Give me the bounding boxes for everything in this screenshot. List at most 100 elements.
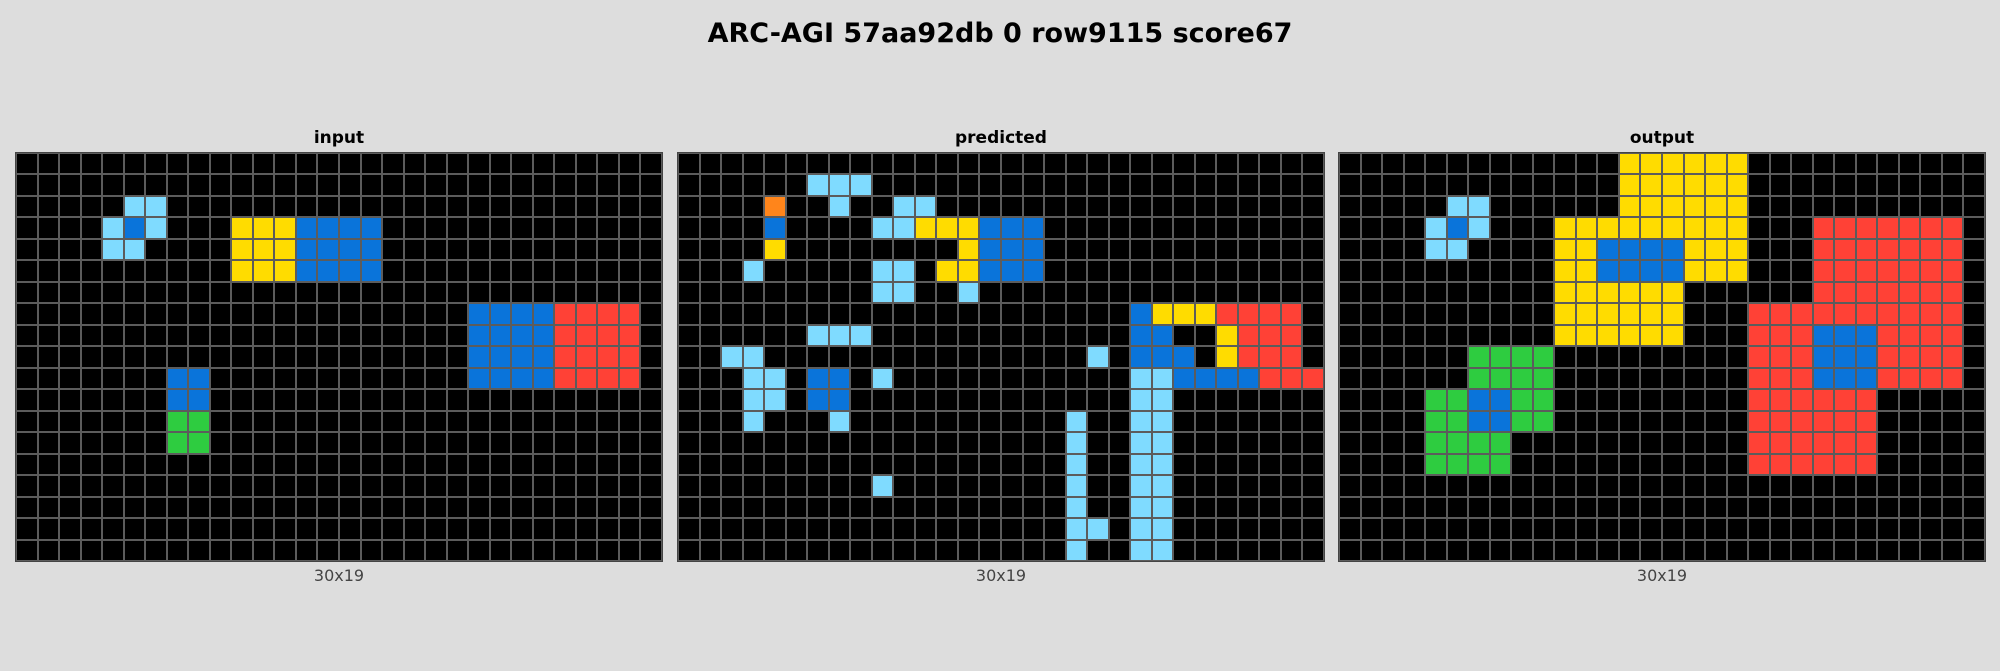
grid-cell	[721, 346, 743, 368]
grid-cell	[1640, 432, 1662, 454]
grid-cell	[1044, 195, 1066, 218]
grid-cell	[1360, 238, 1383, 261]
grid-cell	[209, 410, 232, 433]
grid-cell	[1834, 432, 1856, 454]
grid-cell	[742, 346, 765, 368]
grid-cell	[1661, 496, 1684, 519]
grid-cell	[957, 389, 980, 411]
grid-cell	[721, 281, 743, 304]
grid-cell	[1360, 324, 1383, 347]
grid-cell	[1941, 153, 1964, 175]
grid-cell	[16, 432, 38, 454]
grid-cell	[37, 281, 60, 304]
grid-cell	[145, 432, 167, 454]
grid-cell	[979, 303, 1001, 325]
grid-cell	[764, 303, 786, 325]
grid-cell	[252, 195, 275, 218]
grid-cell	[764, 475, 786, 497]
grid-cell	[1683, 389, 1706, 411]
grid-cell	[979, 195, 1001, 218]
grid-cell	[979, 367, 1001, 390]
grid-cell	[1489, 195, 1512, 218]
grid-cell	[16, 153, 38, 175]
grid-cell	[123, 217, 146, 239]
grid-cell	[1302, 496, 1324, 519]
grid-cell	[1941, 475, 1964, 497]
grid-cell	[1532, 389, 1555, 411]
grid-cell	[317, 260, 339, 282]
grid-cell	[979, 453, 1001, 476]
grid-cell	[446, 238, 469, 261]
grid-cell	[850, 281, 872, 304]
grid-cell	[1382, 238, 1404, 261]
grid-cell	[1941, 174, 1964, 196]
grid-cell	[597, 518, 619, 540]
grid-cell	[936, 217, 958, 239]
grid-cell	[1812, 367, 1835, 390]
grid-cell	[1065, 453, 1088, 476]
grid-cell	[1000, 410, 1023, 433]
grid-cell	[575, 389, 598, 411]
grid-cell	[1898, 518, 1921, 540]
grid-cell	[871, 346, 894, 368]
grid-cell	[1151, 453, 1174, 476]
grid-cell	[1000, 260, 1023, 282]
grid-cell	[618, 153, 641, 175]
grid-cell	[317, 453, 339, 476]
grid-cell	[1597, 217, 1619, 239]
grid-cell	[252, 432, 275, 454]
grid-cell	[1748, 389, 1770, 411]
grid-cell	[1812, 518, 1835, 540]
grid-cell	[1489, 174, 1512, 196]
grid-cell	[554, 367, 576, 390]
grid-cell	[1108, 367, 1131, 390]
grid-cell	[1000, 324, 1023, 347]
grid-cell	[1360, 410, 1383, 433]
grid-cell	[80, 496, 103, 519]
grid-cell	[699, 195, 722, 218]
grid-cell	[16, 539, 38, 561]
grid-cell	[764, 539, 786, 561]
grid-cell	[764, 389, 786, 411]
grid-cell	[1022, 281, 1045, 304]
grid-cell	[231, 260, 253, 282]
grid-cell	[893, 367, 915, 390]
grid-cell	[618, 518, 641, 540]
grid-cell	[1108, 195, 1131, 218]
grid-cell	[1941, 389, 1964, 411]
grid-cell	[1151, 195, 1174, 218]
grid-cell	[807, 453, 829, 476]
grid-cell	[1382, 453, 1404, 476]
grid-cell	[1173, 389, 1195, 411]
grid-cell	[1382, 260, 1404, 282]
grid-cell	[1259, 453, 1281, 476]
grid-cell	[1812, 238, 1835, 261]
grid-cell	[1000, 195, 1023, 218]
grid-cell	[489, 217, 512, 239]
grid-cell	[1194, 432, 1217, 454]
grid-cell	[742, 324, 765, 347]
grid-cell	[807, 174, 829, 196]
grid-cell	[382, 367, 404, 390]
grid-cell	[209, 217, 232, 239]
grid-cell	[1259, 496, 1281, 519]
grid-cell	[1425, 518, 1447, 540]
grid-cell	[1022, 303, 1045, 325]
grid-cell	[1834, 346, 1856, 368]
grid-cell	[1941, 281, 1964, 304]
grid-cell	[1640, 496, 1662, 519]
grid-cell	[1855, 539, 1878, 561]
grid-cell	[231, 496, 253, 519]
grid-cell	[1044, 453, 1066, 476]
grid-cell	[936, 195, 958, 218]
grid-cell	[1259, 410, 1281, 433]
grid-cell	[1489, 410, 1512, 433]
grid-cell	[1302, 518, 1324, 540]
grid-cell	[1194, 324, 1217, 347]
grid-cell	[37, 303, 60, 325]
grid-cell	[1898, 453, 1921, 476]
grid-cell	[1532, 496, 1555, 519]
grid-cell	[1280, 539, 1303, 561]
grid-cell	[914, 217, 937, 239]
grid-cell	[1022, 153, 1045, 175]
